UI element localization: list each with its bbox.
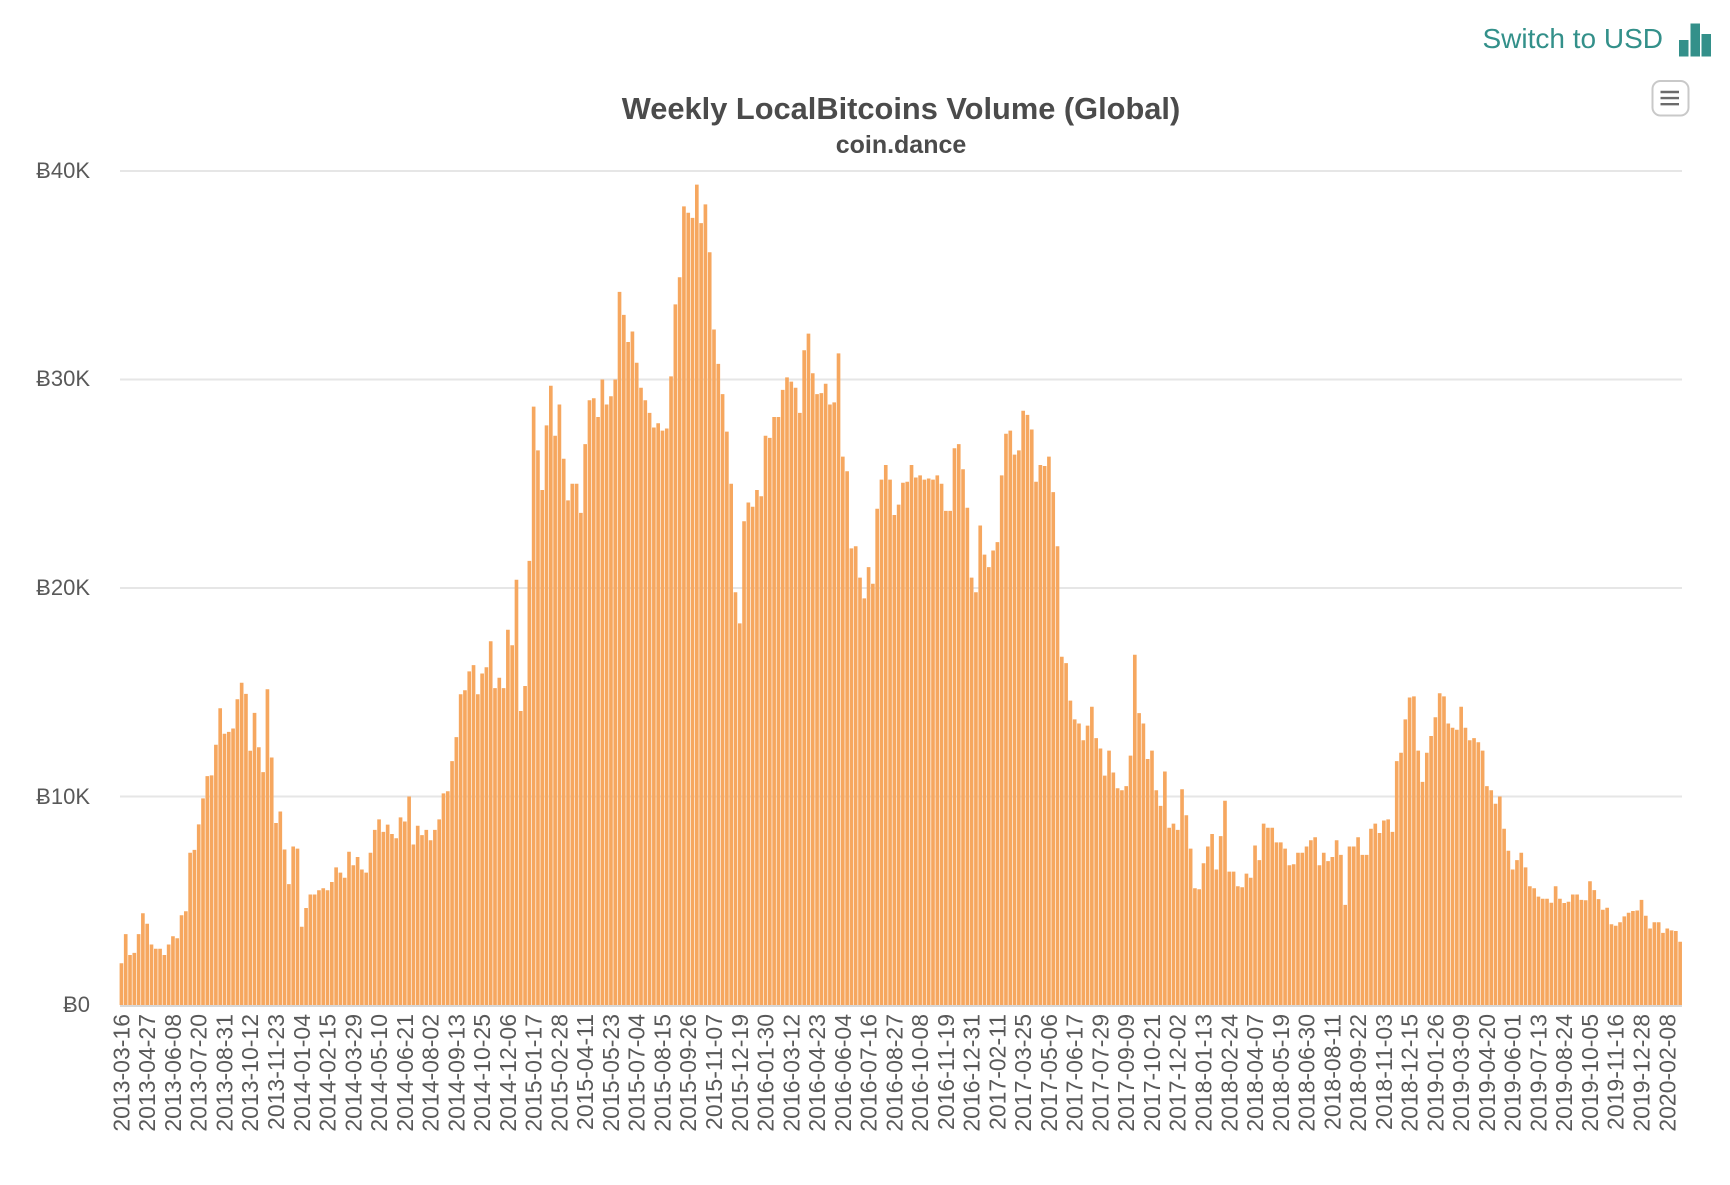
- svg-text:2015-04-11: 2015-04-11: [572, 1014, 598, 1130]
- svg-text:2014-01-04: 2014-01-04: [289, 1014, 315, 1132]
- svg-text:2014-06-21: 2014-06-21: [392, 1014, 418, 1132]
- svg-text:2015-12-19: 2015-12-19: [727, 1014, 753, 1132]
- svg-text:2014-12-06: 2014-12-06: [495, 1014, 521, 1132]
- svg-text:Ƀ40K: Ƀ40K: [36, 158, 90, 183]
- svg-text:2013-08-31: 2013-08-31: [212, 1014, 238, 1132]
- svg-text:2014-09-13: 2014-09-13: [443, 1014, 469, 1132]
- svg-text:2018-08-11: 2018-08-11: [1319, 1014, 1345, 1130]
- svg-text:2017-12-02: 2017-12-02: [1165, 1014, 1191, 1132]
- svg-text:2015-01-17: 2015-01-17: [521, 1014, 547, 1132]
- svg-text:2014-05-10: 2014-05-10: [366, 1014, 392, 1132]
- svg-text:Weekly LocalBitcoins Volume (G: Weekly LocalBitcoins Volume (Global): [622, 91, 1180, 126]
- svg-text:2016-03-12: 2016-03-12: [778, 1014, 804, 1132]
- svg-text:2018-05-19: 2018-05-19: [1268, 1014, 1294, 1132]
- svg-text:2019-06-01: 2019-06-01: [1500, 1014, 1526, 1132]
- svg-text:2018-09-22: 2018-09-22: [1345, 1014, 1371, 1132]
- svg-text:2015-07-04: 2015-07-04: [624, 1014, 650, 1132]
- svg-text:2014-10-25: 2014-10-25: [469, 1014, 495, 1132]
- svg-text:2017-06-17: 2017-06-17: [1062, 1014, 1088, 1132]
- svg-text:2018-02-24: 2018-02-24: [1216, 1014, 1242, 1132]
- svg-text:Ƀ20K: Ƀ20K: [36, 575, 90, 600]
- svg-text:2016-11-19: 2016-11-19: [933, 1014, 959, 1130]
- svg-text:2013-03-16: 2013-03-16: [108, 1014, 134, 1132]
- svg-text:2017-07-29: 2017-07-29: [1088, 1014, 1114, 1132]
- svg-text:2017-09-09: 2017-09-09: [1113, 1014, 1139, 1132]
- svg-text:2016-12-31: 2016-12-31: [959, 1014, 985, 1132]
- svg-text:2016-01-30: 2016-01-30: [753, 1014, 779, 1132]
- svg-text:2013-10-12: 2013-10-12: [237, 1014, 263, 1132]
- svg-text:2016-07-16: 2016-07-16: [856, 1014, 882, 1132]
- svg-text:2020-02-08: 2020-02-08: [1654, 1014, 1680, 1132]
- svg-text:coin.dance: coin.dance: [836, 131, 967, 159]
- svg-text:2017-03-25: 2017-03-25: [1010, 1014, 1036, 1132]
- svg-text:2019-11-16: 2019-11-16: [1603, 1014, 1629, 1130]
- svg-text:2018-04-07: 2018-04-07: [1242, 1014, 1268, 1132]
- svg-text:2016-04-23: 2016-04-23: [804, 1014, 830, 1132]
- svg-text:2019-01-26: 2019-01-26: [1422, 1014, 1448, 1132]
- svg-text:Switch to USD: Switch to USD: [1483, 23, 1664, 54]
- svg-text:2013-07-20: 2013-07-20: [186, 1014, 212, 1132]
- svg-text:2017-05-06: 2017-05-06: [1036, 1014, 1062, 1132]
- svg-text:2013-06-08: 2013-06-08: [160, 1014, 186, 1132]
- svg-text:2017-02-11: 2017-02-11: [984, 1014, 1010, 1130]
- svg-text:2014-02-15: 2014-02-15: [315, 1014, 341, 1132]
- svg-text:2017-10-21: 2017-10-21: [1139, 1014, 1165, 1132]
- svg-text:2019-12-28: 2019-12-28: [1629, 1014, 1655, 1132]
- svg-text:2019-10-05: 2019-10-05: [1577, 1014, 1603, 1132]
- svg-text:2019-03-09: 2019-03-09: [1448, 1014, 1474, 1132]
- svg-text:2013-04-27: 2013-04-27: [134, 1014, 160, 1132]
- svg-text:2014-03-29: 2014-03-29: [340, 1014, 366, 1132]
- svg-text:2016-08-27: 2016-08-27: [881, 1014, 907, 1132]
- svg-text:Ƀ30K: Ƀ30K: [36, 366, 90, 391]
- svg-text:2018-01-13: 2018-01-13: [1191, 1014, 1217, 1132]
- svg-text:2016-10-08: 2016-10-08: [907, 1014, 933, 1132]
- svg-text:2018-12-15: 2018-12-15: [1397, 1014, 1423, 1132]
- svg-text:2019-07-13: 2019-07-13: [1525, 1014, 1551, 1132]
- svg-text:Ƀ0: Ƀ0: [63, 992, 90, 1017]
- svg-text:2016-06-04: 2016-06-04: [830, 1014, 856, 1132]
- svg-text:2015-11-07: 2015-11-07: [701, 1014, 727, 1130]
- svg-text:2018-06-30: 2018-06-30: [1294, 1014, 1320, 1132]
- svg-text:2015-08-15: 2015-08-15: [650, 1014, 676, 1132]
- svg-text:2019-04-20: 2019-04-20: [1474, 1014, 1500, 1132]
- svg-text:2014-08-02: 2014-08-02: [418, 1014, 444, 1132]
- svg-text:2015-09-26: 2015-09-26: [675, 1014, 701, 1132]
- svg-text:2015-02-28: 2015-02-28: [546, 1014, 572, 1132]
- svg-text:2015-05-23: 2015-05-23: [598, 1014, 624, 1132]
- svg-text:2018-11-03: 2018-11-03: [1371, 1014, 1397, 1130]
- svg-text:2019-08-24: 2019-08-24: [1551, 1014, 1577, 1132]
- svg-text:2013-11-23: 2013-11-23: [263, 1014, 289, 1130]
- svg-text:Ƀ10K: Ƀ10K: [36, 784, 90, 809]
